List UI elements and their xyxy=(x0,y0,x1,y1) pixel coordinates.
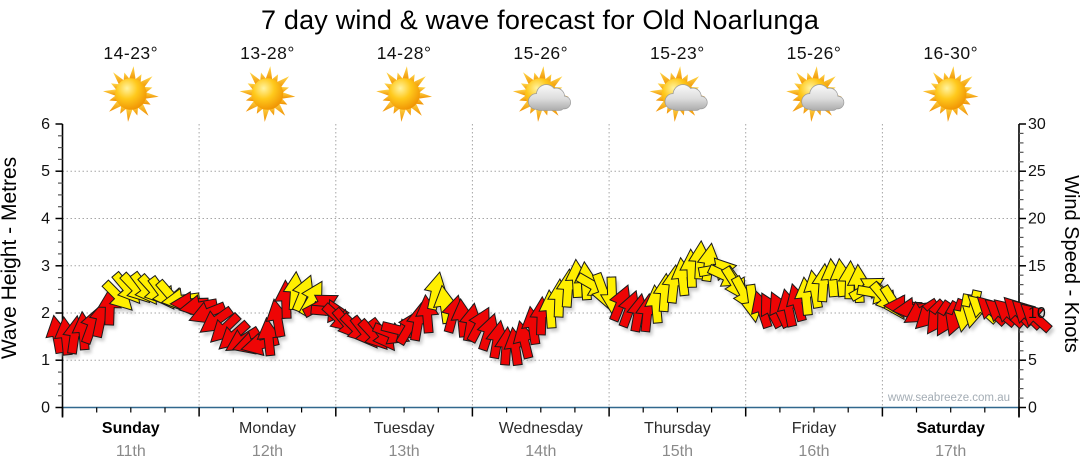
svg-text:5: 5 xyxy=(1028,352,1037,369)
svg-text:Tuesday: Tuesday xyxy=(374,420,435,437)
svg-text:14-28°: 14-28° xyxy=(377,43,432,63)
svg-text:15: 15 xyxy=(1028,258,1046,275)
svg-text:14th: 14th xyxy=(525,443,556,460)
svg-text:12th: 12th xyxy=(252,443,283,460)
svg-text:15-26°: 15-26° xyxy=(787,43,842,63)
svg-text:Monday: Monday xyxy=(239,420,296,437)
svg-text:30: 30 xyxy=(1028,116,1046,133)
svg-text:Wave Height - Metres: Wave Height - Metres xyxy=(0,157,21,359)
svg-text:20: 20 xyxy=(1028,211,1046,228)
svg-text:17th: 17th xyxy=(935,443,966,460)
svg-text:11th: 11th xyxy=(116,443,146,460)
svg-text:14-23°: 14-23° xyxy=(103,43,158,63)
svg-text:Sunday: Sunday xyxy=(102,420,160,437)
svg-text:15-26°: 15-26° xyxy=(513,43,568,63)
svg-text:Thursday: Thursday xyxy=(644,420,711,437)
svg-text:0: 0 xyxy=(1028,400,1037,417)
svg-text:25: 25 xyxy=(1028,163,1046,180)
svg-text:13th: 13th xyxy=(389,443,420,460)
svg-text:Wind Speed - Knots: Wind Speed - Knots xyxy=(1060,175,1080,353)
svg-text:10: 10 xyxy=(1028,305,1046,322)
svg-text:Saturday: Saturday xyxy=(916,420,985,437)
svg-text:3: 3 xyxy=(41,258,50,275)
svg-text:7 day wind & wave forecast for: 7 day wind & wave forecast for Old Noarl… xyxy=(261,5,820,35)
svg-text:6: 6 xyxy=(41,116,50,133)
svg-text:Friday: Friday xyxy=(792,420,836,437)
svg-text:5: 5 xyxy=(41,163,50,180)
svg-text:Wednesday: Wednesday xyxy=(499,420,583,437)
svg-text:16th: 16th xyxy=(798,443,829,460)
svg-text:1: 1 xyxy=(41,352,50,369)
svg-text:15th: 15th xyxy=(662,443,693,460)
svg-text:www.seabreeze.com.au: www.seabreeze.com.au xyxy=(887,392,1010,404)
svg-text:16-30°: 16-30° xyxy=(923,43,978,63)
svg-text:0: 0 xyxy=(41,400,50,417)
svg-text:13-28°: 13-28° xyxy=(240,43,295,63)
svg-text:15-23°: 15-23° xyxy=(650,43,705,63)
svg-text:4: 4 xyxy=(41,211,50,228)
svg-text:2: 2 xyxy=(41,305,50,322)
